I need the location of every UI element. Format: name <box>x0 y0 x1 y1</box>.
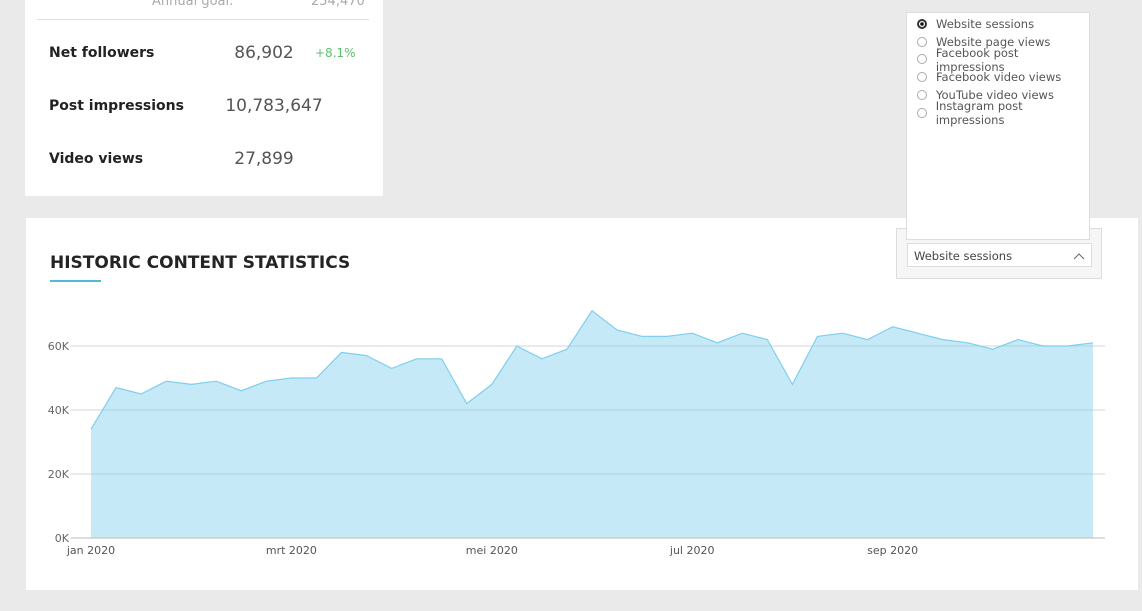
y-tick-label: 60K <box>48 340 70 353</box>
radio-option[interactable]: YouTube video views <box>907 86 1089 104</box>
radio <box>917 18 927 29</box>
option-label: Facebook video views <box>936 70 1062 85</box>
kpi-card: Annual goal: 254,470 Net followers 86,902… <box>25 0 383 196</box>
x-tick-label: jan 2020 <box>66 544 115 557</box>
kpi-change: +8.1% <box>315 46 356 60</box>
option-label: Facebook post impressions <box>935 45 1019 74</box>
line <box>90 309 1094 430</box>
option-label: Website page views <box>936 34 1051 49</box>
kpi-row: Video views 27,899 <box>49 144 369 174</box>
option-label: Website sessions <box>936 16 1035 31</box>
kpi-row: Post impressions 10,783,647 <box>49 91 369 121</box>
radio <box>917 90 927 101</box>
kpi-value: 10,783,647 <box>225 96 323 116</box>
x-tick-label: mrt 2020 <box>266 544 317 557</box>
option-label: Instagram post impressions <box>935 98 1023 127</box>
slicer: Website sessions Website page views Facebo… <box>906 12 1090 240</box>
x-tick-label: mei 2020 <box>466 544 518 557</box>
radio <box>917 54 927 65</box>
kpi-label: Video views <box>49 151 144 167</box>
kpi-label: Post impressions <box>49 98 184 114</box>
area <box>91 310 1093 538</box>
chevron <box>1073 253 1085 260</box>
chart-card: HISTORIC CONTENT STATISTICS 0K 20K 40K 60K j… <box>26 218 1138 590</box>
radio-option[interactable]: Website page views <box>907 33 1089 51</box>
radio <box>917 107 927 118</box>
kpi-row: Net followers 86,902 +8.1% <box>49 38 369 68</box>
chart-title: HISTORIC CONTENT STATISTICS <box>50 253 350 273</box>
option-label: YouTube video views <box>936 88 1054 103</box>
radio-option[interactable]: Instagram post impressions <box>907 99 1089 127</box>
y-tick-label: 40K <box>48 404 70 417</box>
goal-label: Annual goal: <box>152 0 234 9</box>
dropdown[interactable]: Website sessions <box>907 243 1092 267</box>
radio <box>917 72 927 83</box>
chart: HISTORIC CONTENT STATISTICS 0K 20K 40K 60K j… <box>48 253 1105 557</box>
y-tick-label: 20K <box>48 468 70 481</box>
y-tick-label: 0K <box>55 532 70 545</box>
radio-option[interactable]: Website sessions <box>907 15 1089 33</box>
kpi-label: Net followers <box>49 45 155 61</box>
radio-option[interactable]: Facebook video views <box>907 68 1089 86</box>
divider <box>37 19 369 20</box>
radio-option[interactable]: Facebook post impressions <box>907 46 1089 74</box>
goal-value: 254,470 <box>311 0 365 9</box>
x-tick-label: jul 2020 <box>669 544 715 557</box>
kpi-value: 27,899 <box>234 149 294 169</box>
dropdown-text: Website sessions <box>914 249 1013 263</box>
radio <box>917 36 927 47</box>
x-tick-label: sep 2020 <box>867 544 918 557</box>
kpi-value: 86,902 <box>234 43 294 63</box>
